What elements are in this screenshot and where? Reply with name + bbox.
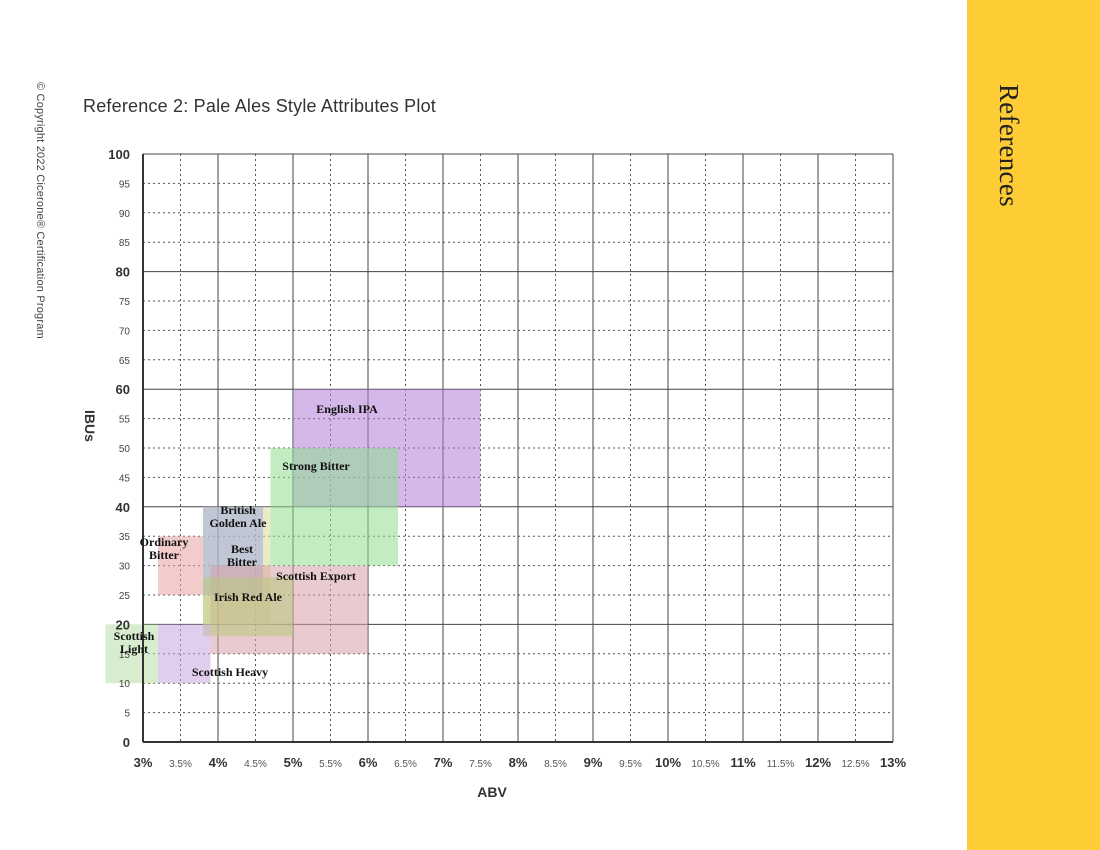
y-tick-label-major: 20 <box>116 617 130 632</box>
x-tick-label-minor: 10.5% <box>691 759 719 770</box>
y-tick-label-minor: 45 <box>119 473 131 484</box>
style-label: Irish Red Ale <box>214 590 283 604</box>
y-axis-label: IBUs <box>82 410 98 442</box>
style-box <box>203 577 293 637</box>
references-sidebar <box>967 0 1100 850</box>
x-tick-label-major: 5% <box>284 755 303 770</box>
x-tick-label-major: 9% <box>584 755 603 770</box>
y-tick-label-minor: 95 <box>119 179 131 190</box>
y-tick-label-minor: 30 <box>119 562 131 573</box>
y-tick-label-minor: 25 <box>119 591 131 602</box>
y-tick-label-minor: 50 <box>119 444 131 455</box>
x-tick-label-major: 6% <box>359 755 378 770</box>
style-box <box>270 448 398 566</box>
style-box <box>105 624 158 684</box>
y-tick-label-minor: 65 <box>119 356 131 367</box>
x-tick-label-minor: 3.5% <box>169 759 192 770</box>
style-label: Scottish Light <box>114 629 155 656</box>
x-tick-label-major: 11% <box>730 755 756 770</box>
y-tick-label-major: 60 <box>116 382 130 397</box>
style-label: Ordinary Bitter <box>140 535 189 562</box>
y-tick-label-minor: 85 <box>119 238 131 249</box>
x-tick-label-minor: 6.5% <box>394 759 417 770</box>
x-tick-label-minor: 9.5% <box>619 759 642 770</box>
pale-ales-plot: 0 20 40 60 80 100 5 10 15 25 30 35 45 50 55 65 70 75 85 90 9… <box>82 147 907 800</box>
y-tick-label-minor: 75 <box>119 297 131 308</box>
style-labels: English IPA Strong Bitter British Golden Al… <box>114 402 378 679</box>
x-tick-label-minor: 4.5% <box>244 759 267 770</box>
axes <box>142 153 894 743</box>
x-tick-label-major: 13% <box>880 755 906 770</box>
y-tick-label-minor: 90 <box>119 209 131 220</box>
style-label: Scottish Export <box>276 569 356 583</box>
style-label: Strong Bitter <box>282 459 350 473</box>
y-tick-label-major: 40 <box>116 500 130 515</box>
y-tick-label-minor: 15 <box>119 650 131 661</box>
x-tick-label-minor: 12.5% <box>841 759 869 770</box>
x-tick-label-minor: 11.5% <box>767 759 795 770</box>
style-boxes <box>105 389 481 684</box>
y-tick-label-minor: 35 <box>119 532 131 543</box>
x-tick-label-major: 4% <box>209 755 228 770</box>
x-tick-label-minor: 8.5% <box>544 759 567 770</box>
y-tick-label-major: 100 <box>108 147 130 162</box>
style-label: British Golden Ale <box>209 503 267 530</box>
x-tick-label-major: 12% <box>805 755 831 770</box>
y-tick-labels: 0 20 40 60 80 100 5 10 15 25 30 35 45 50 55 65 70 75 85 90 9… <box>108 147 130 750</box>
style-box <box>158 536 203 595</box>
x-tick-labels: 3% 4% 5% 6% 7% 8% 9% 10% 11% 12% 13% 3.5% 4.5% 5.5% 6.… <box>134 755 907 770</box>
y-tick-label-minor: 70 <box>119 326 131 337</box>
y-tick-label-major: 80 <box>116 265 130 280</box>
y-tick-label-minor: 55 <box>119 415 131 426</box>
x-tick-label-minor: 5.5% <box>319 759 342 770</box>
style-label: Scottish Heavy <box>192 665 268 679</box>
x-axis-label: ABV <box>477 784 507 800</box>
sidebar-title: References <box>994 84 1024 207</box>
style-label: English IPA <box>316 402 378 416</box>
chart-title: Reference 2: Pale Ales Style Attributes … <box>83 96 436 116</box>
y-tick-label-minor: 5 <box>124 709 130 720</box>
x-tick-label-minor: 7.5% <box>469 759 492 770</box>
style-box <box>158 624 211 684</box>
x-tick-label-major: 10% <box>655 755 681 770</box>
x-tick-label-major: 7% <box>434 755 453 770</box>
x-tick-label-major: 3% <box>134 755 153 770</box>
x-tick-label-major: 8% <box>509 755 528 770</box>
y-tick-label-minor: 10 <box>119 679 131 690</box>
style-label: Best Bitter <box>227 542 258 569</box>
y-tick-label-major: 0 <box>123 735 130 750</box>
